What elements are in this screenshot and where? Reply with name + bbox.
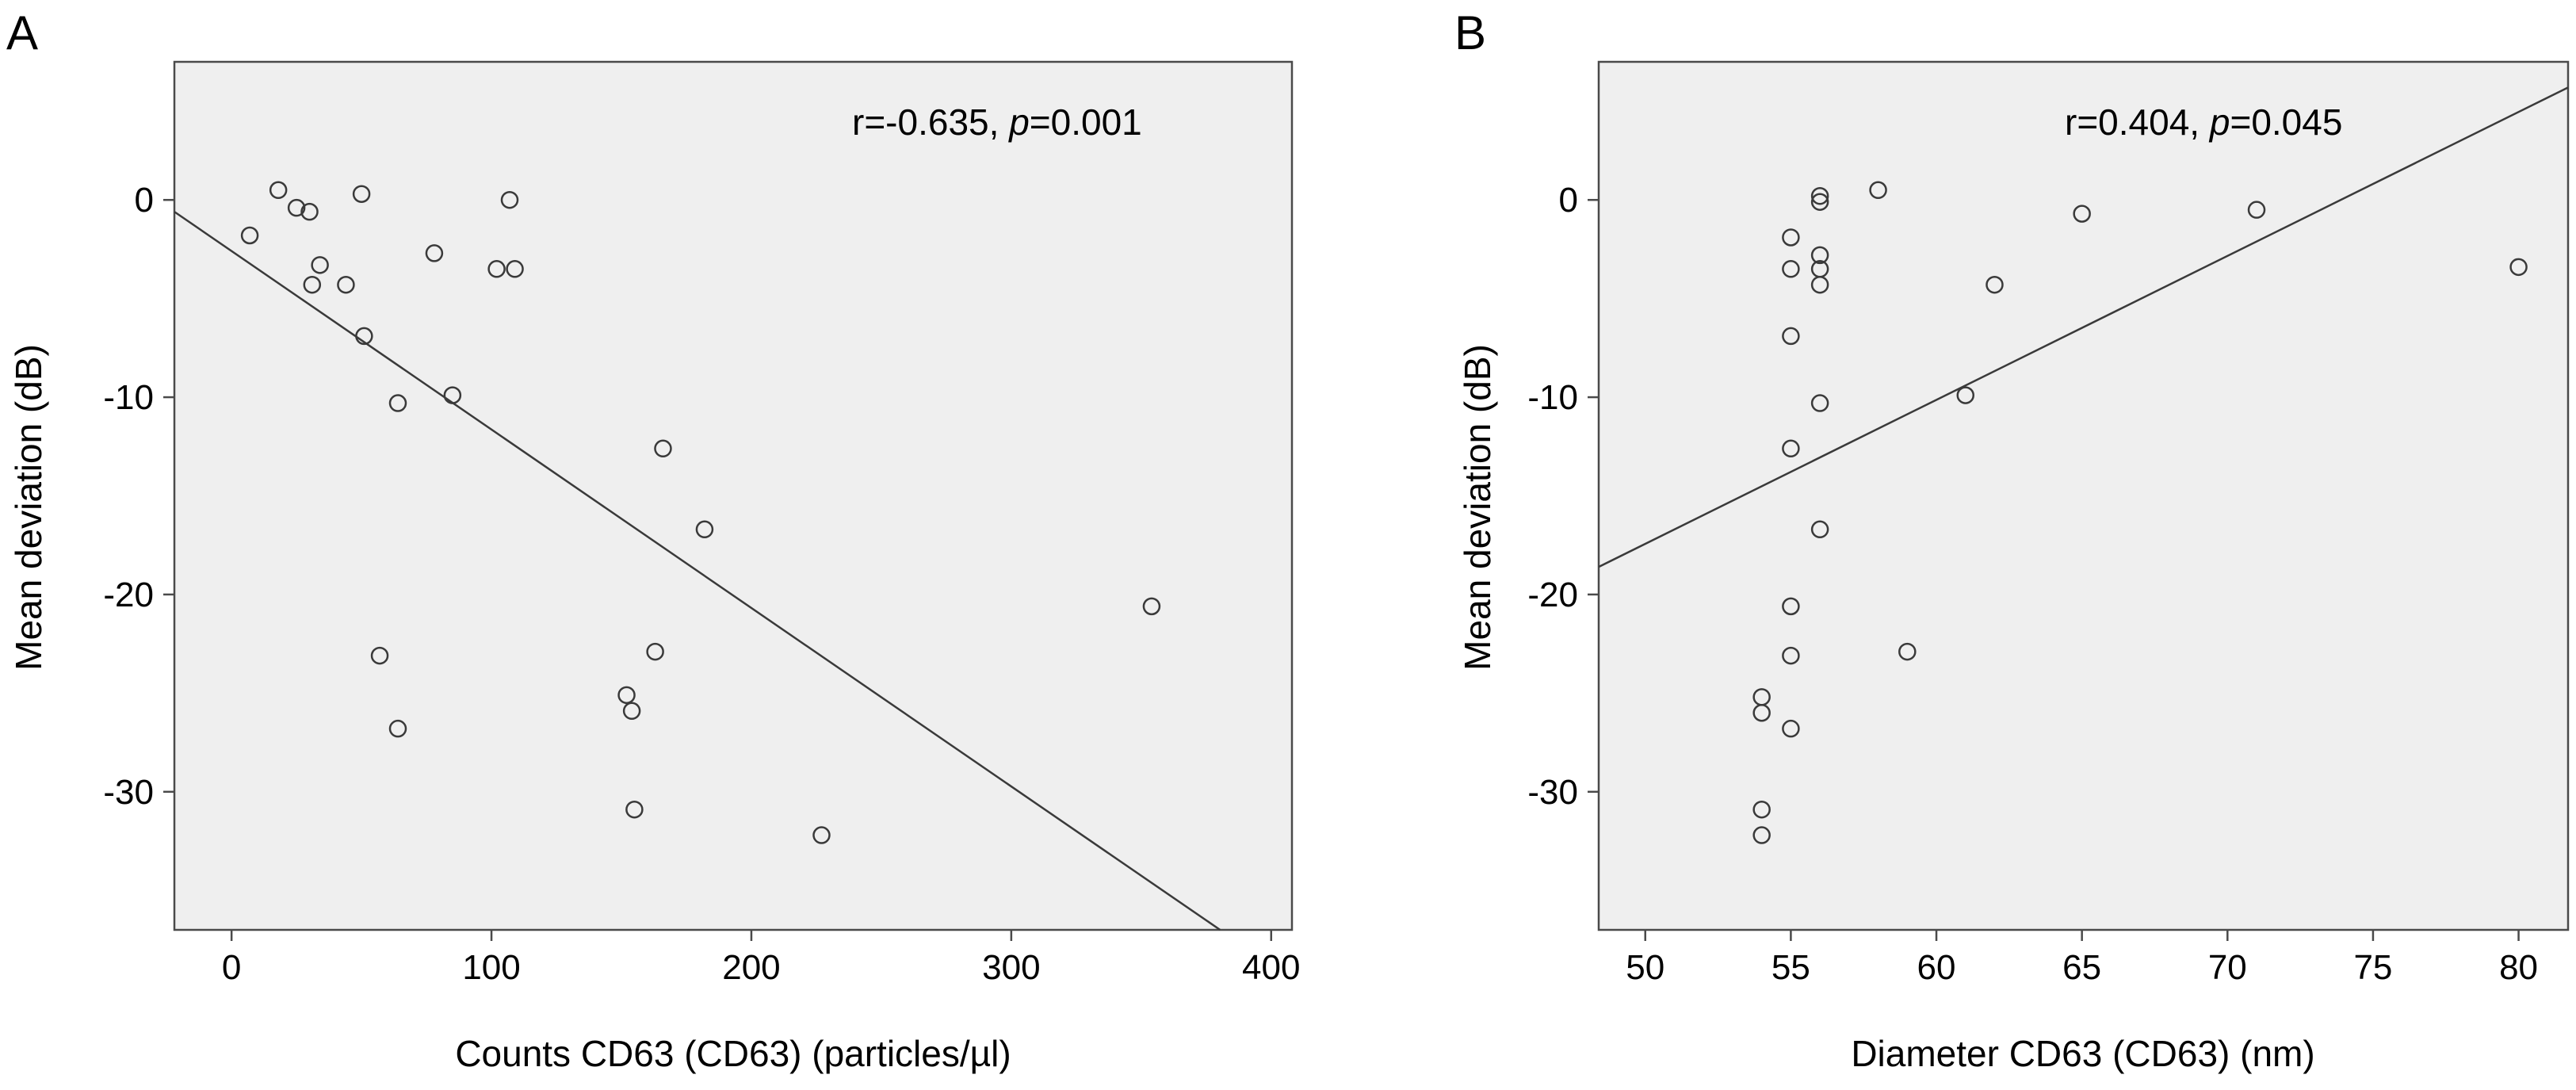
data-point-a-16: [506, 260, 524, 278]
p-symbol-a: p: [1007, 101, 1030, 143]
data-point-b-22: [2073, 205, 2091, 223]
data-point-a-10: [370, 646, 389, 665]
data-point-b-16: [1810, 394, 1829, 412]
x-tick-label-a-1: 100: [462, 948, 520, 987]
x-tick-label-a-2: 200: [722, 948, 780, 987]
data-point-b-17: [1810, 520, 1829, 539]
data-point-b-10: [1782, 719, 1800, 738]
y-tick-label-a-3: -30: [103, 773, 154, 812]
data-point-b-4: [1782, 228, 1800, 247]
data-point-a-9: [388, 394, 407, 412]
y-tick-label-b-0: 0: [1559, 181, 1578, 220]
data-point-a-15: [500, 190, 519, 209]
panel-label-a: A: [6, 6, 38, 59]
data-point-b-21: [1986, 275, 2004, 294]
x-tick-label-a-4: 400: [1242, 948, 1300, 987]
correlation-annotation-a: r=-0.635, p=0.001: [852, 101, 1142, 143]
data-point-b-12: [1810, 193, 1829, 211]
data-point-b-7: [1782, 439, 1800, 458]
r-value-a: r=-0.635,: [852, 101, 1009, 143]
y-tick-label-b-3: -30: [1527, 773, 1578, 812]
data-point-b-18: [1869, 181, 1887, 200]
data-point-a-0: [240, 226, 259, 245]
data-point-b-20: [1956, 386, 1975, 404]
data-point-a-17: [617, 686, 636, 705]
y-tick-label-b-2: -20: [1527, 576, 1578, 614]
y-axis-title-a: Mean deviation (dB): [8, 344, 49, 671]
fit-line-a: [174, 211, 1221, 931]
y-tick-label-b-1: -10: [1527, 378, 1578, 417]
x-tick-label-a-3: 300: [982, 948, 1040, 987]
panel-a: A 0 100 200 300 400 0 -10 -20 -30 r=-0.635, p=0.…: [6, 6, 1300, 1074]
x-tick-label-b-0: 50: [1626, 948, 1664, 987]
data-point-b-2: [1752, 800, 1771, 819]
data-point-a-7: [352, 185, 371, 203]
correlation-annotation-b: r=0.404, p=0.045: [2065, 101, 2342, 143]
data-point-a-4: [303, 275, 322, 294]
data-point-b-3: [1752, 826, 1771, 844]
data-point-a-23: [812, 826, 831, 844]
p-value-a: =0.001: [1030, 101, 1142, 143]
x-tick-label-a-0: 0: [222, 948, 241, 987]
data-point-a-22: [695, 520, 714, 539]
data-point-b-13: [1810, 246, 1829, 265]
data-point-a-18: [622, 702, 641, 721]
p-symbol-b: p: [2208, 101, 2230, 143]
x-tick-label-b-5: 75: [2353, 948, 2392, 987]
data-point-b-23: [2247, 201, 2266, 219]
data-point-b-1: [1752, 704, 1771, 722]
x-axis-title-a: Counts CD63 (CD63) (particles/µl): [455, 1033, 1011, 1074]
y-tick-label-a-2: -20: [103, 576, 154, 614]
data-point-b-9: [1782, 646, 1800, 665]
plot-area-a: [173, 60, 1294, 931]
data-point-b-5: [1782, 260, 1800, 278]
data-point-a-11: [388, 719, 407, 738]
panel-b: B 50 55 60 65 70 75 80 0 -10 -20 -30 r=0.404, p=0.…: [1454, 6, 2570, 1074]
data-point-a-5: [311, 256, 329, 274]
data-point-a-20: [646, 642, 664, 661]
data-point-a-21: [654, 439, 672, 458]
fit-line-b: [1598, 86, 2569, 568]
y-axis-title-b: Mean deviation (dB): [1457, 344, 1498, 671]
data-point-b-6: [1782, 327, 1800, 346]
panel-label-b: B: [1454, 6, 1486, 59]
p-value-b: =0.045: [2230, 101, 2342, 143]
x-tick-label-b-6: 80: [2499, 948, 2538, 987]
data-point-b-11: [1810, 186, 1829, 205]
data-point-a-12: [425, 244, 444, 262]
r-value-b: r=0.404,: [2065, 101, 2210, 143]
data-point-a-2: [287, 198, 306, 217]
data-point-a-3: [300, 202, 319, 221]
data-point-b-19: [1898, 642, 1917, 661]
x-tick-label-b-2: 60: [1917, 948, 1956, 987]
data-point-a-24: [1142, 597, 1161, 616]
data-point-b-24: [2509, 258, 2528, 277]
x-tick-label-b-3: 65: [2062, 948, 2101, 987]
x-tick-label-b-1: 55: [1771, 948, 1810, 987]
data-point-a-14: [487, 260, 506, 278]
data-point-a-19: [625, 800, 644, 819]
data-point-a-1: [269, 181, 288, 200]
y-tick-label-a-1: -10: [103, 378, 154, 417]
data-point-b-15: [1810, 275, 1829, 294]
data-point-b-8: [1782, 597, 1800, 616]
x-tick-label-b-4: 70: [2208, 948, 2247, 987]
x-axis-title-b: Diameter CD63 (CD63) (nm): [1851, 1033, 2314, 1074]
data-point-a-6: [337, 275, 355, 294]
y-tick-label-a-0: 0: [135, 181, 154, 220]
